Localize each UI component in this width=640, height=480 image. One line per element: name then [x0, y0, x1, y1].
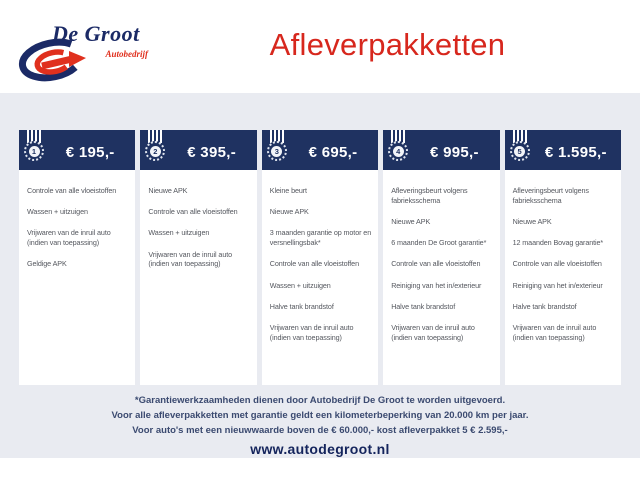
package-item: Halve tank brandstof	[269, 301, 334, 311]
package-number: 1	[28, 145, 40, 157]
package-number: 4	[392, 145, 404, 157]
medal-ribbon	[391, 130, 406, 143]
package-header: 3 € 695,-	[261, 130, 379, 170]
package-items: Afleveringsbeurt volgens fabrieksschema N…	[505, 170, 621, 342]
flyer-header: De Groot Autobedrijf Afleverpakketten	[0, 0, 640, 93]
package-item: Kleine beurt	[269, 186, 307, 195]
website-link[interactable]: www.autodegroot.nl	[250, 441, 390, 457]
package-items: Kleine beurt Nieuwe APK 3 maanden garantie…	[262, 170, 378, 342]
package-item: Wassen + uitzuigen	[269, 280, 331, 290]
medal-icon: 3	[262, 130, 292, 170]
brand-logo-icon	[18, 38, 86, 82]
package-header: 5 € 1.595,-	[504, 130, 621, 170]
bottom-strip	[0, 458, 640, 480]
package-price: € 695,-	[308, 144, 358, 161]
medal-circle: 4	[388, 141, 409, 161]
medal-icon: 4	[383, 130, 413, 170]
package-item: 12 maanden Bovag garantie*	[512, 238, 604, 248]
medal-circle: 1	[24, 141, 44, 161]
package-cards: 1 € 195,- Controle van alle vloeistoffen…	[0, 93, 640, 385]
package-items: Afleveringsbeurt volgens fabrieksschema N…	[383, 170, 499, 342]
package-item: 6 maanden De Groot garantie*	[391, 238, 487, 248]
medal-ribbon	[148, 130, 163, 143]
package-header: 4 € 995,-	[383, 130, 500, 170]
medal-circle: 2	[145, 141, 166, 161]
package-item: Controle van alle vloeistoffen	[27, 186, 117, 195]
package-item: Afleveringsbeurt volgens fabrieksschema	[512, 186, 589, 205]
package-header: 1 € 195,-	[19, 130, 136, 170]
package-item: Nieuwe APK	[391, 216, 431, 226]
medal-icon: 2	[140, 130, 170, 170]
package-item: Controle van alle vloeistoffen	[148, 207, 238, 217]
medal-ribbon	[269, 130, 284, 143]
package-number: 3	[271, 145, 283, 157]
medal-ribbon	[512, 130, 527, 143]
package-item: Afleveringsbeurt volgens fabrieksschema	[391, 186, 468, 205]
package-card: 3 € 695,- Kleine beurt Nieuwe APK 3 maande…	[261, 130, 379, 385]
package-item: Vrijwaren van de inruil auto (indien van…	[27, 228, 111, 248]
package-price: € 995,-	[429, 144, 479, 161]
package-item: Halve tank brandstof	[512, 301, 577, 311]
package-card: 4 € 995,- Afleveringsbeurt volgens fabri…	[383, 130, 500, 385]
package-item: Controle van alle vloeistoffen	[512, 259, 602, 269]
package-item: Halve tank brandstof	[391, 301, 456, 311]
package-header: 2 € 395,-	[140, 130, 257, 170]
package-card: 2 € 395,- Nieuwe APK Controle van alle vl…	[140, 130, 257, 385]
page-title: Afleverpakketten	[269, 27, 506, 62]
package-price: € 195,-	[65, 144, 115, 161]
brand-logo: De Groot Autobedrijf	[16, 20, 176, 84]
package-price: € 395,-	[187, 144, 236, 161]
medal-circle: 3	[266, 141, 287, 161]
package-item: Vrijwaren van de inruil auto (indien van…	[512, 323, 597, 342]
package-card: 5 € 1.595,- Afleveringsbeurt volgens fab…	[504, 130, 621, 385]
package-item: Wassen + uitzuigen	[148, 228, 210, 238]
package-item: Vrijwaren van de inruil auto (indien van…	[148, 249, 233, 269]
package-item: Reiniging van het in/exterieur	[512, 280, 603, 290]
content-band: 1 € 195,- Controle van alle vloeistoffen…	[0, 93, 640, 458]
footnote-line: *Garantiewerkzaamheden dienen door Autob…	[134, 395, 506, 406]
package-price: € 1.595,-	[544, 144, 607, 161]
package-items: Controle van alle vloeistoffen Wassen + u…	[19, 170, 135, 269]
package-item: 3 maanden garantie op motor en versnelli…	[269, 228, 372, 248]
package-item: Nieuwe APK	[269, 207, 309, 217]
package-item: Controle van alle vloeistoffen	[391, 259, 481, 269]
brand-name: De Groot	[52, 21, 140, 46]
package-number: 5	[514, 145, 526, 157]
package-card: 1 € 195,- Controle van alle vloeistoffen…	[19, 130, 136, 385]
medal-circle: 5	[509, 141, 530, 161]
medal-ribbon	[27, 130, 41, 143]
package-item: Vrijwaren van de inruil auto (indien van…	[269, 323, 354, 342]
package-number: 2	[149, 145, 161, 157]
package-item: Nieuwe APK	[512, 216, 552, 226]
package-item: Nieuwe APK	[148, 186, 188, 195]
footnote-line: Voor auto's met een nieuwwaarde boven de…	[132, 425, 508, 436]
footnote-line: Voor alle afleverpakketten met garantie …	[111, 410, 529, 421]
brand-subtitle: Autobedrijf	[105, 49, 148, 59]
package-item: Wassen + uitzuigen	[27, 207, 88, 217]
package-item: Geldige APK	[27, 259, 67, 269]
package-items: Nieuwe APK Controle van alle vloeistoffen…	[140, 170, 256, 269]
footnotes: *Garantiewerkzaamheden dienen door Autob…	[0, 393, 640, 438]
package-item: Reiniging van het in/exterieur	[391, 280, 482, 290]
package-item: Controle van alle vloeistoffen	[269, 259, 359, 269]
package-item: Vrijwaren van de inruil auto (indien van…	[391, 323, 475, 342]
medal-icon: 1	[19, 130, 49, 170]
medal-icon: 5	[505, 130, 535, 170]
